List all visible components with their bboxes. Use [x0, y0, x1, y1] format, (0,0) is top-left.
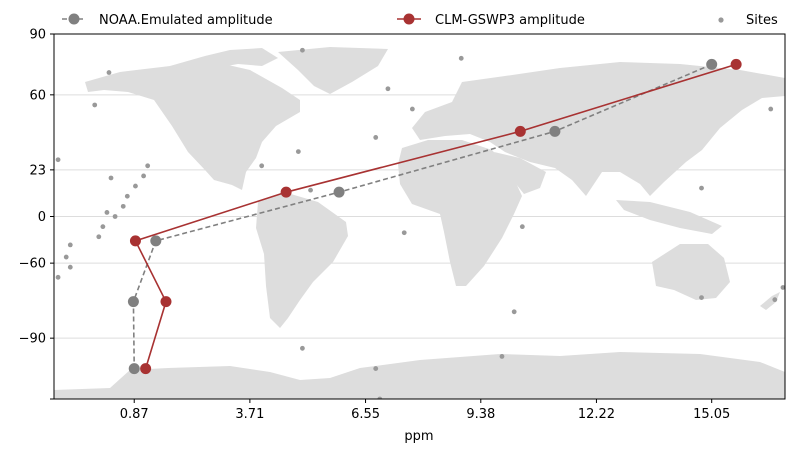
sites-layer [55, 47, 785, 399]
legend-item-sites: Sites [718, 13, 778, 28]
land-arctic-islands [170, 48, 278, 70]
y-tick-label: 23 [29, 163, 46, 178]
land-south-america [256, 192, 348, 328]
series-noaa-point [333, 186, 345, 198]
land-north-america [85, 62, 300, 190]
series-noaa-point [128, 363, 140, 375]
land-antarctica [54, 352, 785, 399]
series-noaa-point [150, 235, 162, 247]
site-point [499, 354, 505, 359]
series-clm-point [730, 58, 742, 70]
site-point [100, 224, 106, 230]
series-clm-line [134, 63, 737, 369]
y-tick-label: −90 [19, 332, 46, 347]
site-point [699, 185, 704, 191]
site-point [409, 106, 415, 112]
site-point [106, 70, 112, 75]
site-point [133, 183, 138, 189]
legend-noaa-marker [68, 13, 80, 25]
site-point [373, 366, 379, 371]
series-clm-point [129, 235, 141, 247]
site-point [145, 163, 151, 169]
series-noaa-line [132, 63, 713, 369]
x-axis-label: ppm [404, 429, 433, 444]
legend-noaa-label: NOAA.Emulated amplitude [99, 13, 273, 28]
site-point [377, 396, 383, 399]
series-noaa-point [127, 296, 139, 308]
site-point [96, 234, 102, 240]
land-greenland [278, 47, 388, 94]
x-tick-label: 0.87 [120, 407, 149, 422]
site-point [67, 242, 73, 248]
site-point [63, 254, 69, 260]
land-new-zealand [760, 292, 780, 310]
legend-sites-marker [718, 17, 724, 23]
legend-sites-label: Sites [746, 13, 778, 28]
site-point [92, 102, 98, 108]
y-tick-label: −60 [19, 257, 46, 272]
legend-item-noaa: NOAA.Emulated amplitude [62, 13, 273, 28]
legend-clm-marker [403, 13, 415, 25]
legend-item-clm: CLM-GSWP3 amplitude [397, 13, 585, 28]
x-tick-label: 6.55 [351, 407, 380, 422]
site-point [401, 230, 407, 236]
site-point [55, 157, 61, 163]
series-noaa-point [706, 58, 718, 70]
series-noaa-point [549, 125, 561, 137]
site-point [55, 274, 61, 280]
site-point [259, 163, 265, 169]
site-point [699, 295, 704, 301]
x-tick-label: 9.38 [466, 407, 495, 422]
land-europe-asia [412, 62, 785, 196]
site-point [112, 214, 118, 219]
series-clm-point [140, 363, 152, 375]
site-point [458, 55, 464, 61]
y-tick-label: 90 [29, 28, 46, 43]
y-tick-label: 60 [29, 88, 46, 103]
site-point [124, 193, 130, 199]
legend: NOAA.Emulated amplitude CLM-GSWP3 amplit… [62, 13, 778, 28]
site-point [300, 345, 305, 351]
world-map-background [54, 47, 785, 399]
series-clm-point [280, 186, 292, 198]
site-point [308, 187, 313, 193]
site-point [108, 175, 114, 181]
land-africa [398, 140, 522, 286]
site-point [300, 47, 305, 53]
land-australia [652, 244, 730, 300]
x-tick-label: 12.22 [578, 407, 615, 422]
series-clm-point [514, 125, 526, 137]
site-point [768, 106, 774, 112]
site-point [67, 264, 73, 270]
site-point [519, 224, 525, 230]
series-clm-point [160, 296, 172, 308]
y-tick-label: 0 [38, 210, 46, 225]
site-point [120, 203, 126, 209]
site-point [511, 309, 517, 315]
series-layer [127, 58, 742, 375]
site-point [141, 173, 146, 179]
axis-ticks: 90 60 23 0 −60 −90 0.87 3.71 6.55 9.38 12.22 15.05 [19, 28, 731, 423]
site-point [780, 285, 785, 290]
x-tick-label: 3.71 [235, 407, 264, 422]
x-tick-label: 15.05 [693, 407, 730, 422]
site-point [104, 210, 110, 215]
site-point [385, 86, 391, 92]
legend-clm-label: CLM-GSWP3 amplitude [435, 13, 585, 28]
site-point [295, 149, 301, 155]
site-point [772, 297, 778, 303]
land-arabia [494, 152, 546, 194]
site-point [373, 135, 379, 140]
